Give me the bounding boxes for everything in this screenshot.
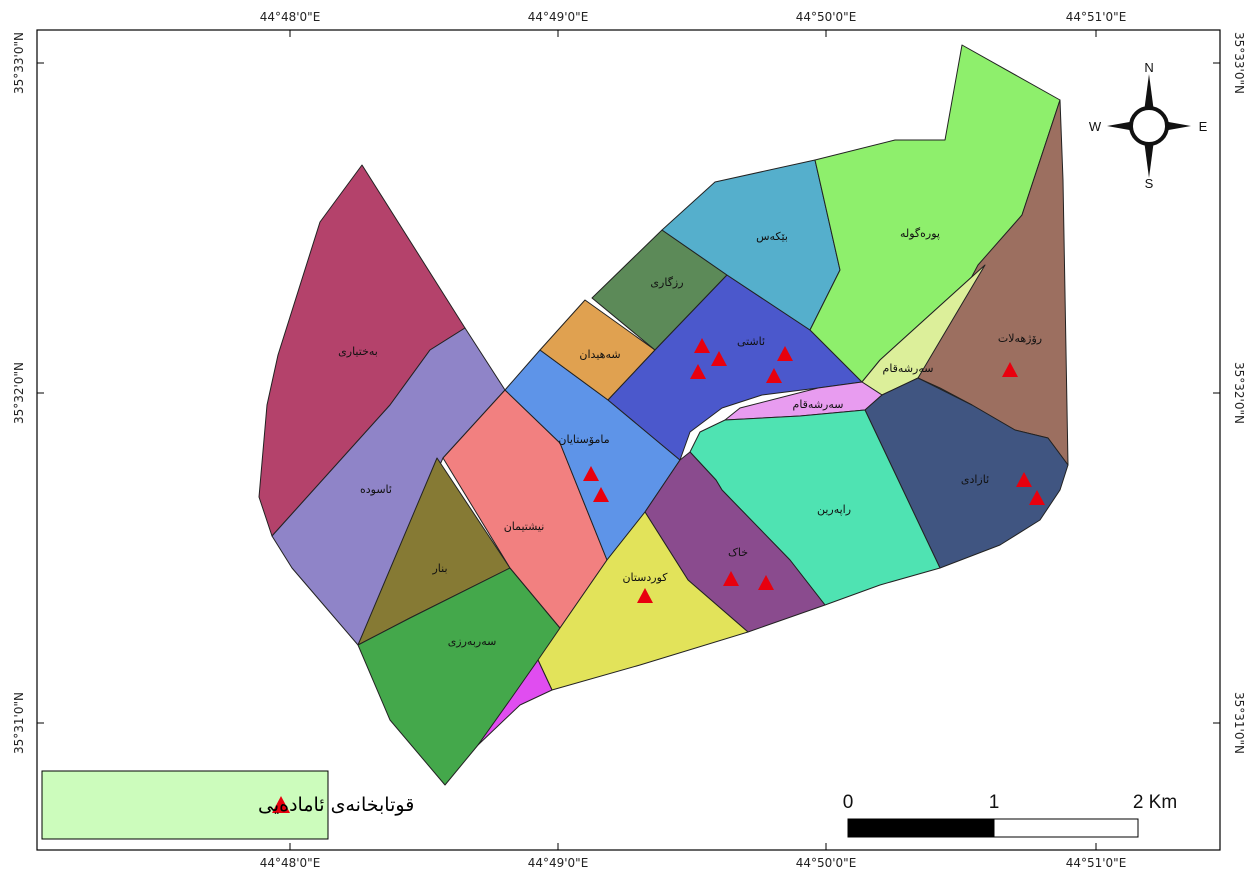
label-mamostayan: مامۆستایان [558,433,609,446]
right-lat-label-2: 35°32'0"N [1232,362,1246,424]
label-sarshaqam-upper: سەرشەقام [883,362,934,375]
school-marker [593,487,609,502]
label-nishtiman: نیشتیمان [504,520,545,533]
right-lat-label-1: 35°33'0"N [1232,32,1246,94]
school-marker [694,338,710,353]
top-lon-label-3: 44°50'0"E [796,10,857,24]
district-khak [644,451,826,633]
west-pointer [1107,121,1135,131]
bottom-lon-label-2: 44°49'0"E [528,856,589,870]
bottom-lon-label-4: 44°51'0"E [1066,856,1127,870]
label-poragula: پورەگولە [900,227,940,240]
legend-triangle-icon [272,796,290,813]
bottom-lon-label-1: 44°48'0"E [260,856,321,870]
top-lon-label-2: 44°49'0"E [528,10,589,24]
north-arrow: N S W E [1089,60,1208,191]
top-lon-label-1: 44°48'0"E [260,10,321,24]
label-asuda: ئاسودە [360,483,392,496]
school-marker [723,571,739,586]
scale-label-1: 1 [989,792,1000,813]
bottom-lon-label-3: 44°50'0"E [796,856,857,870]
left-lat-label-3: 35°31'0"N [12,692,26,754]
school-marker-layer [583,338,1045,603]
top-longitude-axis: 44°48'0"E 44°49'0"E 44°50'0"E 44°51'0"E [260,10,1127,37]
label-binar: بنار [431,562,447,575]
school-marker [690,364,706,379]
district-unnamed-sliver [477,659,553,746]
label-rojhalat: رۆژهەلات [998,332,1042,345]
label-sarbarzi: سەربەرزی [448,635,497,648]
south-pointer [1144,140,1154,178]
label-bekas: بێکەس [756,230,788,243]
scale-bar: 0 1 2 Km [843,792,1177,838]
school-marker [777,346,793,361]
compass-w: W [1089,119,1102,134]
label-bakhtiari: بەختیاری [338,345,378,358]
legend-label: قوتابخانەی ئامادەیی [258,794,414,816]
label-kurdistan: کوردستان [622,571,668,584]
east-pointer [1163,121,1191,131]
left-latitude-axis: 35°33'0"N 35°32'0"N 35°31'0"N [12,32,44,754]
left-lat-label-1: 35°33'0"N [12,32,26,94]
district-label-layer: بەختیاری ئاسودە بنار سەربەرزی نیشتیمان م… [338,227,1042,648]
school-marker [711,351,727,366]
legend: قوتابخانەی ئامادەیی [41,770,414,840]
north-pointer [1144,74,1154,112]
label-shahidan: شەهیدان [579,348,620,361]
district-azadi [864,377,1069,569]
scale-segment-white [993,818,1139,838]
label-azadi: ئازادی [961,473,989,486]
top-lon-label-4: 44°51'0"E [1066,10,1127,24]
scale-segment-black [847,818,995,838]
school-marker [1002,362,1018,377]
school-marker [1016,472,1032,487]
school-marker [583,466,599,481]
right-lat-label-3: 35°31'0"N [1232,692,1246,754]
label-ashti: ئاشتی [737,335,765,348]
school-marker [758,575,774,590]
compass-n: N [1144,60,1153,75]
compass-ring [1129,106,1169,146]
bottom-longitude-axis: 44°48'0"E 44°49'0"E 44°50'0"E 44°51'0"E [260,843,1127,870]
school-marker [637,588,653,603]
left-lat-label-2: 35°32'0"N [12,362,26,424]
right-latitude-axis: 35°33'0"N 35°32'0"N 35°31'0"N [1213,32,1246,754]
school-marker [766,368,782,383]
label-khak: خاک [728,546,748,559]
compass-s: S [1145,176,1154,191]
compass-e: E [1199,119,1208,134]
scale-label-2: 2 Km [1133,792,1177,813]
label-raparin: راپەرین [817,503,851,516]
label-rizgari: رزگاری [650,276,683,289]
label-sarshaqam-lower: سەرشەقام [793,398,844,411]
scale-label-0: 0 [843,792,854,813]
school-marker [1029,490,1045,505]
